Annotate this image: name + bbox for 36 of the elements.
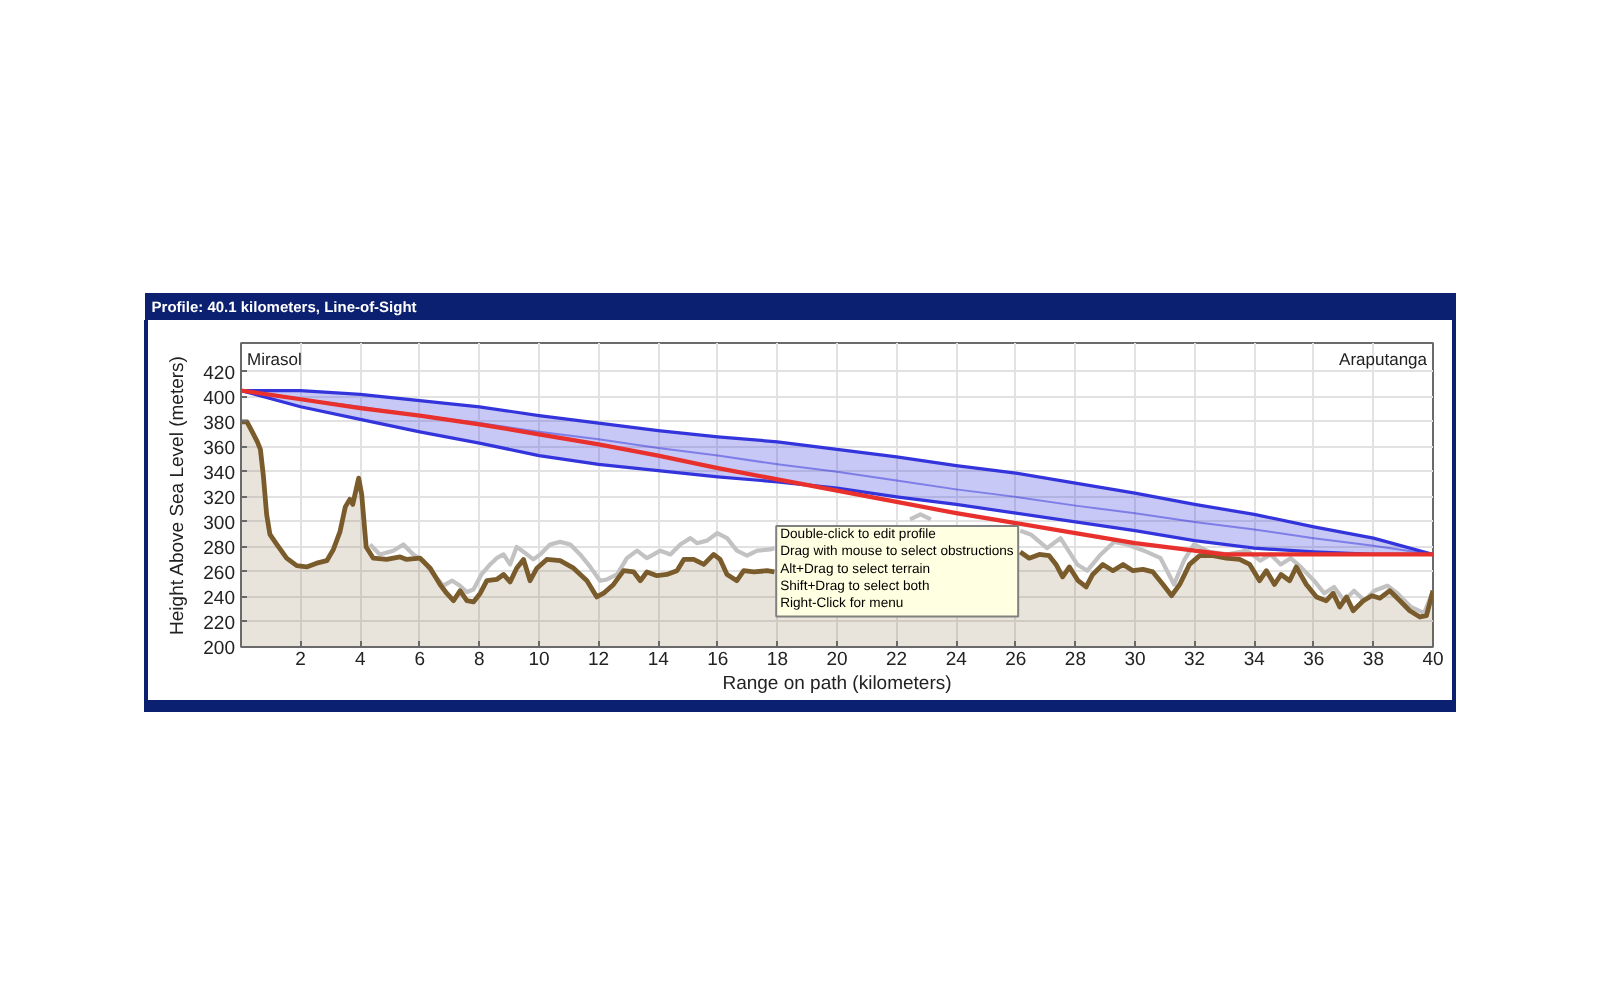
y-tick-label: 340 bbox=[203, 462, 236, 485]
x-tick-label: 8 bbox=[474, 649, 485, 671]
x-tick-label: 28 bbox=[1064, 649, 1086, 671]
x-tick-label: 4 bbox=[354, 649, 366, 671]
x-tick-label: 16 bbox=[707, 649, 729, 671]
x-tick-label: 18 bbox=[766, 649, 788, 671]
y-tick-label: 200 bbox=[203, 638, 236, 660]
annotation: Mirasol bbox=[247, 349, 303, 369]
y-tick-label: 420 bbox=[203, 362, 236, 385]
x-tick-label: 38 bbox=[1362, 649, 1384, 671]
x-tick-label: 34 bbox=[1243, 649, 1265, 671]
x-tick-label: 20 bbox=[826, 649, 848, 671]
x-tick-label: 40 bbox=[1422, 649, 1444, 671]
x-tick-label: 26 bbox=[1005, 649, 1027, 671]
y-tick-label: 220 bbox=[203, 612, 236, 635]
y-tick-label: 300 bbox=[203, 512, 236, 535]
y-tick-label: 260 bbox=[203, 562, 236, 585]
y-tick-label: 320 bbox=[203, 487, 236, 510]
x-tick-label: 10 bbox=[528, 649, 550, 671]
x-tick-label: 24 bbox=[945, 649, 967, 671]
y-tick-label: 400 bbox=[203, 387, 236, 410]
x-tick-label: 32 bbox=[1184, 649, 1206, 671]
y-tick-label: 280 bbox=[203, 537, 236, 560]
x-tick-label: 6 bbox=[414, 649, 426, 671]
x-axis-title: Range on path (kilometers) bbox=[722, 673, 952, 695]
x-tick-label: 22 bbox=[886, 649, 908, 671]
x-tick-label: 30 bbox=[1124, 649, 1146, 671]
annotation: Araputanga bbox=[1339, 349, 1428, 369]
y-tick-label: 380 bbox=[203, 412, 236, 435]
y-tick-label: 360 bbox=[203, 437, 236, 460]
x-tick-label: 36 bbox=[1303, 649, 1325, 671]
y-tick-label: 240 bbox=[203, 587, 236, 610]
x-tick-label: 2 bbox=[295, 649, 306, 671]
x-tick-label: 12 bbox=[588, 649, 610, 671]
x-tick-label: 14 bbox=[647, 649, 669, 671]
y-axis-title: Height Above Sea Level (meters) bbox=[167, 356, 190, 635]
